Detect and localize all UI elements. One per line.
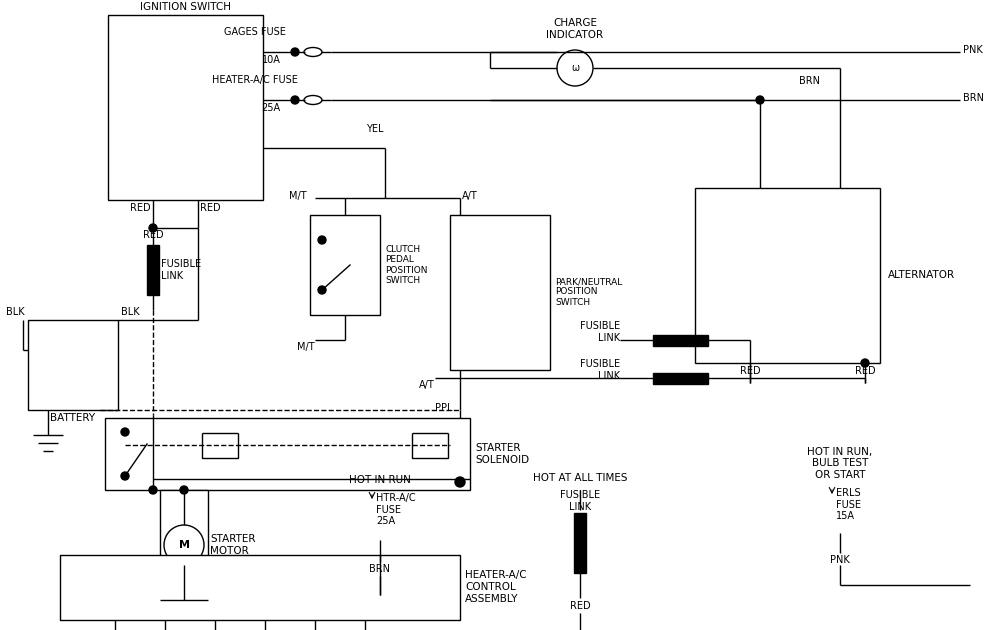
- Text: BRN: BRN: [963, 93, 984, 103]
- Text: FUSIBLE
LINK: FUSIBLE LINK: [560, 490, 600, 512]
- Text: A/T: A/T: [419, 380, 435, 390]
- Text: YEL: YEL: [366, 124, 384, 134]
- Text: RED: RED: [200, 203, 221, 213]
- Text: HEATER-A/C FUSE: HEATER-A/C FUSE: [212, 75, 298, 85]
- Bar: [105, 418, 470, 490]
- Circle shape: [121, 472, 129, 480]
- Text: PARK/NEUTRAL
POSITION
SWITCH: PARK/NEUTRAL POSITION SWITCH: [555, 277, 622, 307]
- Ellipse shape: [304, 47, 322, 57]
- Bar: [695, 188, 880, 363]
- Bar: [60, 555, 460, 620]
- Circle shape: [756, 96, 764, 104]
- Text: HOT AT ALL TIMES: HOT AT ALL TIMES: [533, 473, 627, 483]
- Text: PPL: PPL: [436, 403, 453, 413]
- Circle shape: [861, 359, 869, 367]
- Text: FUSIBLE
LINK: FUSIBLE LINK: [580, 321, 620, 343]
- Circle shape: [149, 224, 157, 232]
- Text: RED: RED: [855, 366, 875, 376]
- Bar: [28, 320, 118, 410]
- Text: PNK: PNK: [963, 45, 983, 55]
- Circle shape: [164, 525, 204, 565]
- Text: RED: RED: [740, 366, 760, 376]
- Bar: [108, 15, 263, 200]
- Text: BATTERY: BATTERY: [50, 413, 96, 423]
- Text: ω: ω: [571, 63, 579, 73]
- Circle shape: [180, 486, 188, 494]
- Circle shape: [291, 48, 299, 56]
- Bar: [310, 215, 380, 315]
- Text: BRN: BRN: [800, 76, 820, 86]
- Text: A/T: A/T: [462, 191, 478, 201]
- Circle shape: [318, 286, 326, 294]
- Text: BRN: BRN: [370, 564, 390, 574]
- Bar: [574, 513, 586, 573]
- Circle shape: [121, 428, 129, 436]
- Circle shape: [455, 477, 465, 487]
- Circle shape: [291, 96, 299, 104]
- Text: PNK: PNK: [830, 555, 850, 565]
- Circle shape: [318, 236, 326, 244]
- Text: HOT IN RUN,
BULB TEST
OR START: HOT IN RUN, BULB TEST OR START: [807, 447, 873, 480]
- Text: HEATER-A/C
CONTROL
ASSEMBLY: HEATER-A/C CONTROL ASSEMBLY: [465, 570, 527, 604]
- Text: BLK: BLK: [121, 307, 140, 317]
- Text: M/T: M/T: [289, 191, 307, 201]
- Ellipse shape: [304, 96, 322, 105]
- Bar: [652, 335, 708, 345]
- Text: CHARGE
INDICATOR: CHARGE INDICATOR: [546, 18, 604, 40]
- Text: M: M: [178, 540, 190, 550]
- Text: HTR-A/C
FUSE
25A: HTR-A/C FUSE 25A: [376, 493, 416, 526]
- Text: 10A: 10A: [262, 55, 280, 65]
- Text: FUSIBLE
LINK: FUSIBLE LINK: [161, 259, 201, 281]
- Text: IGNITION SWITCH: IGNITION SWITCH: [140, 2, 230, 12]
- Text: GAGES FUSE: GAGES FUSE: [224, 27, 286, 37]
- Circle shape: [557, 50, 593, 86]
- Text: ALTERNATOR: ALTERNATOR: [888, 270, 955, 280]
- Text: RED: RED: [570, 601, 590, 611]
- Text: RED: RED: [143, 230, 163, 240]
- Circle shape: [149, 486, 157, 494]
- Text: STARTER
SOLENOID: STARTER SOLENOID: [475, 443, 529, 465]
- Text: RED: RED: [130, 203, 151, 213]
- Text: STARTER
MOTOR: STARTER MOTOR: [210, 534, 256, 556]
- Text: 25A: 25A: [261, 103, 281, 113]
- Bar: [652, 372, 708, 384]
- Text: ERLS
FUSE
15A: ERLS FUSE 15A: [836, 488, 861, 521]
- Bar: [147, 245, 159, 295]
- Text: M/T: M/T: [297, 342, 315, 352]
- Bar: [160, 490, 208, 565]
- Text: FUSIBLE
LINK: FUSIBLE LINK: [580, 359, 620, 381]
- Text: CLUTCH
PEDAL
POSITION
SWITCH: CLUTCH PEDAL POSITION SWITCH: [385, 245, 428, 285]
- Text: HOT IN RUN: HOT IN RUN: [349, 475, 411, 485]
- Bar: [450, 215, 550, 370]
- Text: BLK: BLK: [6, 307, 25, 317]
